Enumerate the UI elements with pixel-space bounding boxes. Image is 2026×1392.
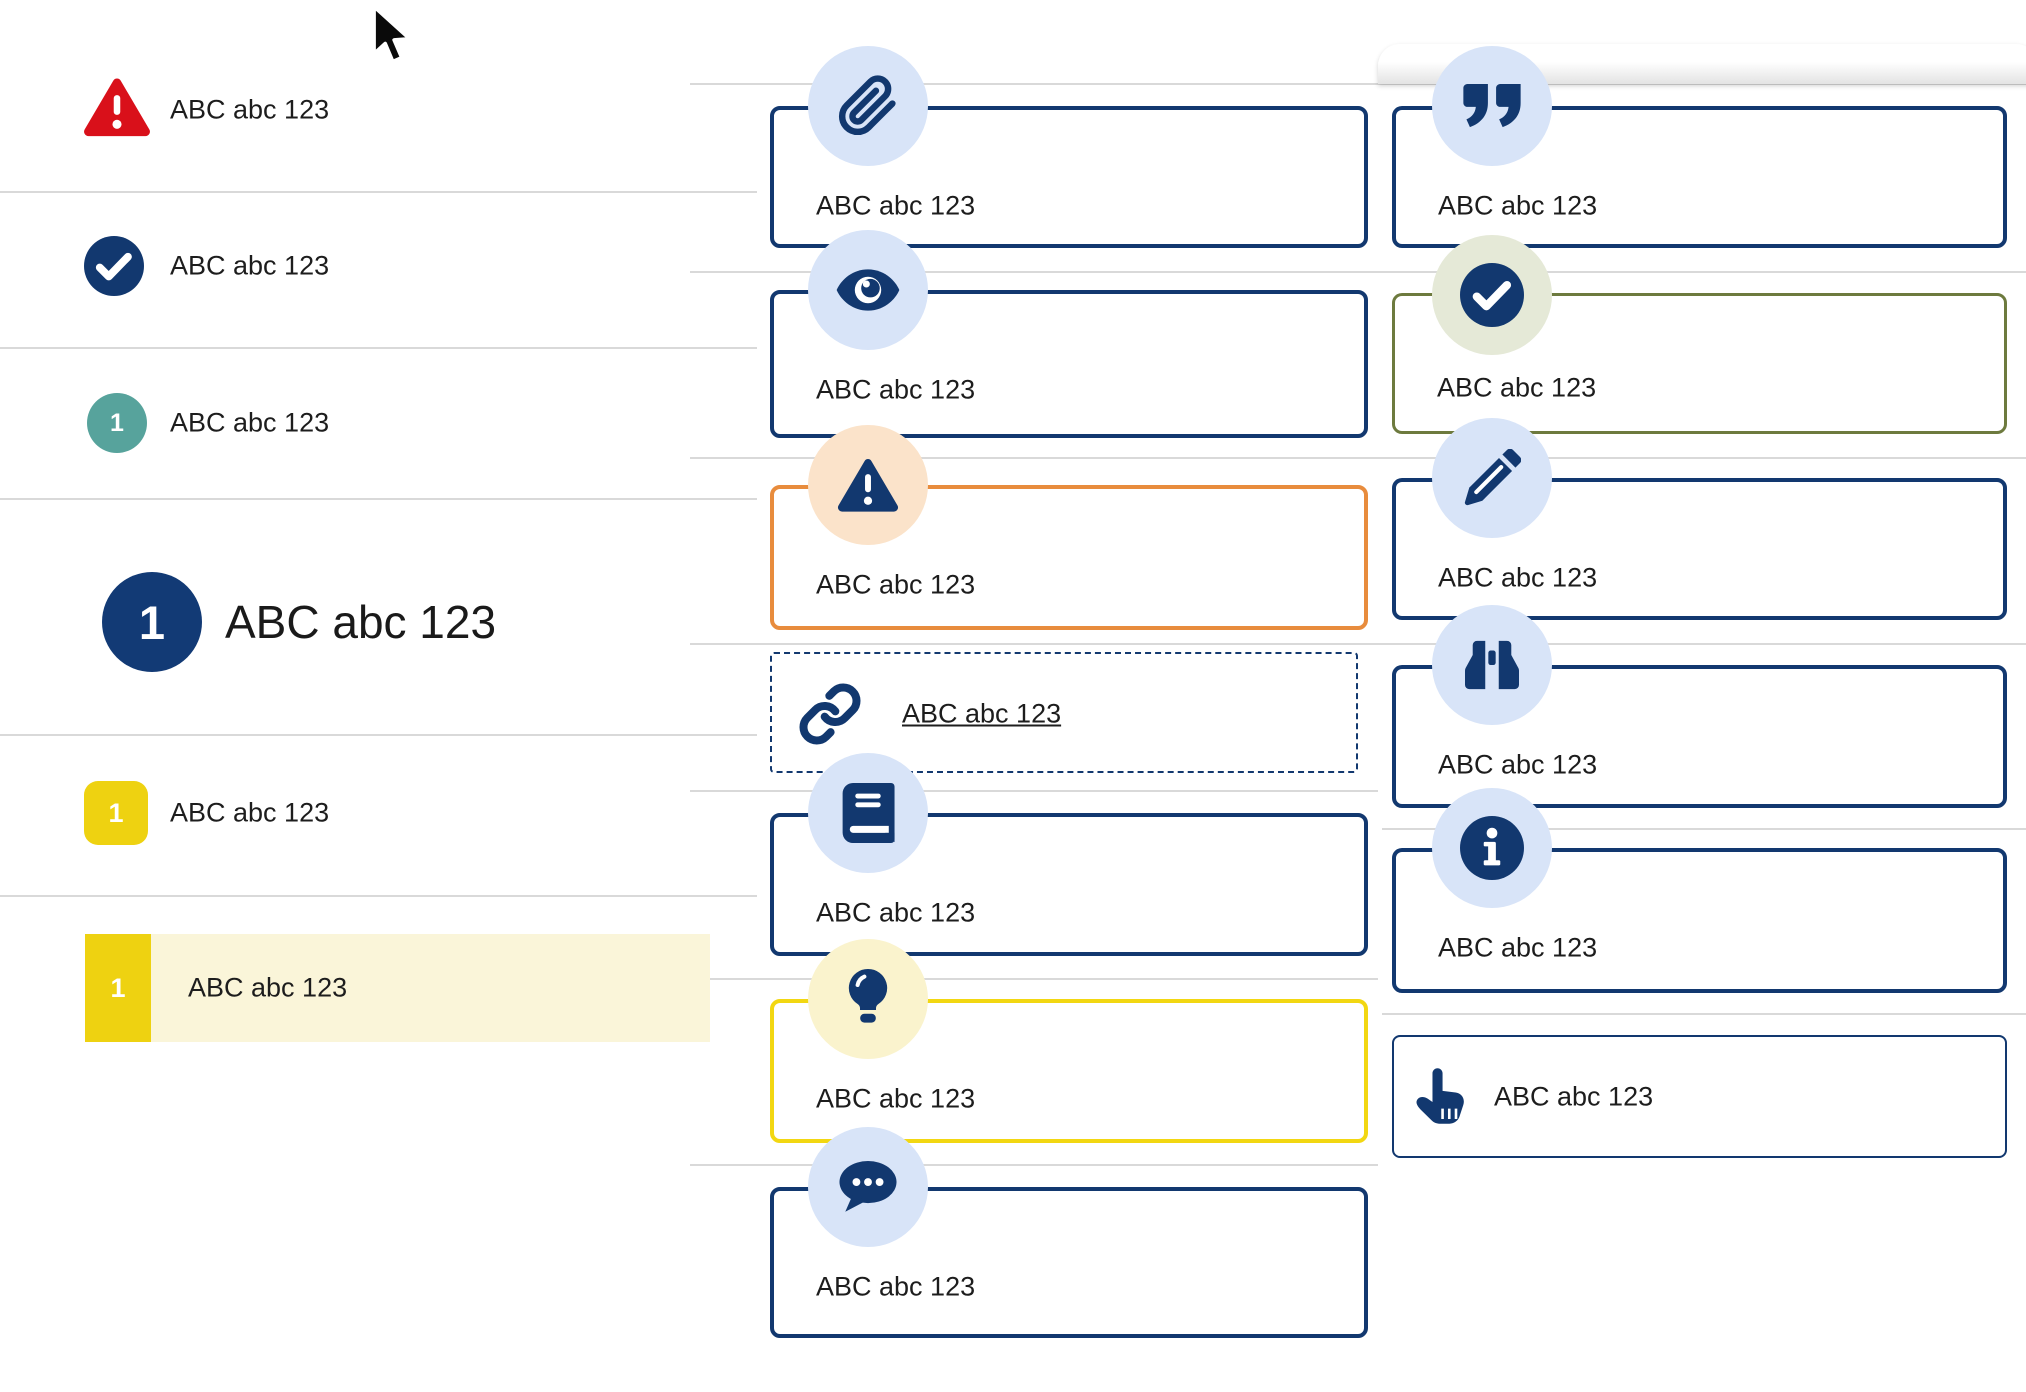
alert-triangle-icon	[808, 425, 928, 545]
callout-edit: ABC abc 123	[1392, 478, 2007, 620]
highlight-row-background	[85, 934, 710, 1042]
callout-label: ABC abc 123	[1437, 372, 1597, 403]
book-icon	[808, 753, 928, 873]
callout-label: ABC abc 123	[1494, 1081, 1654, 1112]
quotes-icon	[1432, 46, 1552, 166]
info-icon	[1432, 788, 1552, 908]
link-label[interactable]: ABC abc 123	[902, 698, 1062, 729]
divider	[690, 790, 1378, 792]
check-circle-icon	[84, 236, 144, 296]
callout-label: ABC abc 123	[816, 569, 976, 600]
number-badge-large: 1	[102, 572, 202, 672]
callout-label: ABC abc 123	[816, 374, 976, 405]
callout-label: ABC abc 123	[816, 897, 976, 928]
speech-bubble-icon	[808, 1127, 928, 1247]
divider	[690, 643, 2026, 645]
divider	[0, 347, 757, 349]
callout-label: ABC abc 123	[816, 1271, 976, 1302]
divider	[690, 1164, 1378, 1166]
alert-triangle-icon	[83, 76, 151, 138]
list-item-label: ABC abc 123	[170, 797, 330, 828]
callout-label: ABC abc 123	[1438, 190, 1598, 221]
binoculars-icon	[1432, 605, 1552, 725]
divider	[1382, 828, 2026, 830]
callout-label: ABC abc 123	[816, 190, 976, 221]
divider	[0, 191, 757, 193]
callout-action-button[interactable]: ABC abc 123	[1392, 1035, 2007, 1158]
callout-link[interactable]: ABC abc 123	[770, 652, 1358, 773]
number-badge: 1	[87, 393, 147, 453]
divider	[0, 498, 757, 500]
divider	[690, 271, 2026, 273]
callout-label: ABC abc 123	[1438, 749, 1598, 780]
divider	[690, 978, 1378, 980]
list-item-label: ABC abc 123	[170, 250, 330, 281]
callout-label: ABC abc 123	[1438, 932, 1598, 963]
pencil-icon	[1432, 418, 1552, 538]
link-icon	[798, 682, 862, 746]
paperclip-icon	[808, 46, 928, 166]
mouse-cursor	[367, 5, 413, 65]
number-badge-square: 1	[84, 781, 148, 845]
divider	[690, 83, 2026, 85]
number-badge-block: 1	[85, 934, 151, 1042]
callout-label: ABC abc 123	[1438, 562, 1598, 593]
divider	[690, 457, 2026, 459]
list-item-label: ABC abc 123	[225, 596, 497, 648]
lightbulb-icon	[808, 939, 928, 1059]
list-item-label: ABC abc 123	[170, 407, 330, 438]
check-circle-icon	[1432, 235, 1552, 355]
callout-label: ABC abc 123	[816, 1083, 976, 1114]
divider	[0, 734, 757, 736]
divider	[0, 895, 757, 897]
list-item-label: ABC abc 123	[170, 94, 330, 125]
divider	[1382, 1013, 2026, 1015]
hand-pointer-icon	[1414, 1065, 1470, 1129]
eye-icon	[808, 230, 928, 350]
list-item-label: ABC abc 123	[188, 972, 348, 1003]
callout-warning: ABC abc 123	[770, 485, 1368, 630]
